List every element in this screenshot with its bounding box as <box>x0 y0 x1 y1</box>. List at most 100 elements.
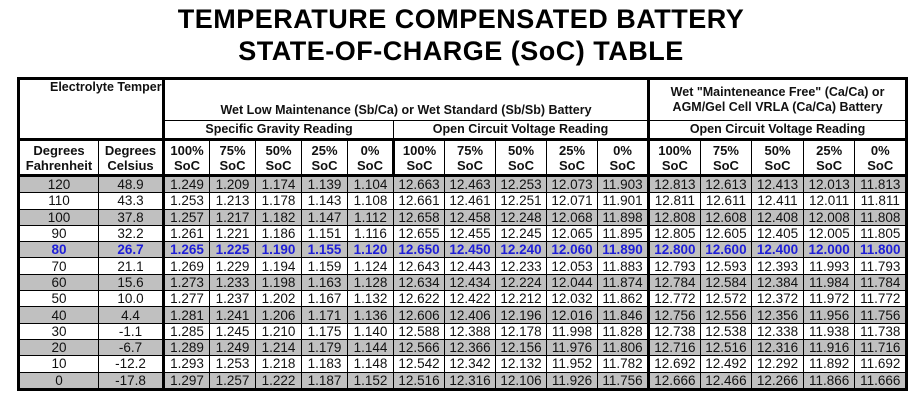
voltage-cell: 12.666 <box>647 371 701 390</box>
specific-gravity-cell: 1.222 <box>255 371 302 390</box>
voltage-cell: 12.413 <box>751 174 804 194</box>
voltage-cell: 12.808 <box>647 208 701 226</box>
voltage-cell: 11.738 <box>854 322 908 340</box>
voltage-cell: 12.813 <box>647 174 701 194</box>
specific-gravity-cell: 1.233 <box>209 273 256 292</box>
voltage-cell: 12.643 <box>393 257 445 275</box>
soc-suffix-label: SoC <box>219 157 246 173</box>
soc-suffix-label: SoC <box>174 157 200 173</box>
fahrenheit-cell: 100 <box>18 208 99 226</box>
soc-level-label: 25% <box>311 142 338 158</box>
voltage-cell: 12.584 <box>699 273 753 292</box>
title-line-1: TEMPERATURE COMPENSATED BATTERY <box>177 4 745 34</box>
soc-column-header: 75% SoC <box>699 139 753 177</box>
celsius-cell: 32.2 <box>98 224 164 243</box>
voltage-cell: 12.342 <box>444 355 496 373</box>
voltage-cell: 12.316 <box>444 371 496 390</box>
fahrenheit-cell: 0 <box>18 371 99 390</box>
voltage-cell: 12.600 <box>699 241 753 259</box>
specific-gravity-cell: 1.147 <box>301 208 348 226</box>
voltage-cell: 12.542 <box>393 355 445 373</box>
voltage-cell: 11.890 <box>596 241 650 259</box>
soc-column-header: 25% SoC <box>301 139 348 177</box>
voltage-cell: 12.516 <box>699 338 753 357</box>
specific-gravity-cell: 1.237 <box>209 290 256 308</box>
specific-gravity-cell: 1.285 <box>162 322 210 340</box>
voltage-cell: 12.422 <box>444 290 496 308</box>
voltage-cell: 12.655 <box>393 224 445 243</box>
specific-gravity-cell: 1.293 <box>162 355 210 373</box>
voltage-cell: 12.408 <box>751 208 804 226</box>
voltage-cell: 12.106 <box>495 371 547 390</box>
voltage-cell: 12.516 <box>393 371 445 390</box>
voltage-cell: 12.393 <box>751 257 804 275</box>
soc-level-label: 100% <box>402 142 437 158</box>
specific-gravity-cell: 1.269 <box>162 257 210 275</box>
voltage-cell: 12.658 <box>393 208 445 226</box>
celsius-header-line-2: Celsius <box>107 157 154 173</box>
voltage-cell: 11.926 <box>546 371 598 390</box>
specific-gravity-cell: 1.257 <box>209 371 256 390</box>
table-row: 0 -17.8 1.297 1.257 1.222 1.187 1.152 12.516 12.… <box>18 371 908 390</box>
specific-gravity-header: Specific Gravity Reading <box>162 120 394 140</box>
voltage-cell: 11.756 <box>854 306 908 324</box>
celsius-cell: -17.8 <box>98 371 164 390</box>
specific-gravity-cell: 1.229 <box>209 257 256 275</box>
soc-suffix-label: SoC <box>357 157 383 173</box>
voltage-cell: 12.461 <box>444 192 496 210</box>
voltage-cell: 12.556 <box>699 306 753 324</box>
specific-gravity-cell: 1.148 <box>347 355 394 373</box>
fahrenheit-cell: 90 <box>18 224 99 243</box>
fahrenheit-header-line-2: Fahrenheit <box>25 157 93 173</box>
voltage-cell: 12.400 <box>751 241 804 259</box>
table-row: 70 21.1 1.269 1.229 1.194 1.159 1.124 12.643 12.… <box>18 257 908 275</box>
voltage-cell: 11.901 <box>596 192 650 210</box>
voltage-cell: 12.756 <box>647 306 701 324</box>
voltage-cell: 11.976 <box>546 338 598 357</box>
specific-gravity-cell: 1.273 <box>162 273 210 292</box>
voltage-cell: 11.998 <box>546 322 598 340</box>
voltage-cell: 11.782 <box>596 355 650 373</box>
voltage-cell: 12.224 <box>495 273 547 292</box>
voltage-cell: 12.248 <box>495 208 547 226</box>
voltage-cell: 12.458 <box>444 208 496 226</box>
voltage-cell: 12.068 <box>546 208 598 226</box>
soc-level-label: 25% <box>816 142 843 158</box>
specific-gravity-cell: 1.136 <box>347 306 394 324</box>
specific-gravity-cell: 1.183 <box>301 355 348 373</box>
mf-header-line-2: AGM/Gel Cell VRLA (Ca/Ca) Battery <box>672 100 883 114</box>
specific-gravity-cell: 1.209 <box>209 174 256 194</box>
celsius-cell: -12.2 <box>98 355 164 373</box>
soc-suffix-label: SoC <box>265 157 292 173</box>
specific-gravity-cell: 1.202 <box>255 290 302 308</box>
soc-level-label: 100% <box>170 142 204 158</box>
voltage-cell: 12.156 <box>495 338 547 357</box>
table-row: 60 15.6 1.273 1.233 1.198 1.163 1.128 12.634 12.… <box>18 273 908 292</box>
table-row: 50 10.0 1.277 1.237 1.202 1.167 1.132 12.622 12.… <box>18 290 908 308</box>
voltage-cell: 12.622 <box>393 290 445 308</box>
voltage-cell: 11.862 <box>596 290 650 308</box>
voltage-cell: 11.756 <box>596 371 650 390</box>
specific-gravity-cell: 1.120 <box>347 241 394 259</box>
specific-gravity-cell: 1.167 <box>301 290 348 308</box>
voltage-cell: 11.805 <box>854 224 908 243</box>
celsius-cell: 43.3 <box>98 192 164 210</box>
electrolyte-temperature-header: Electrolyte Temperature <box>18 78 164 140</box>
specific-gravity-cell: 1.104 <box>347 174 394 194</box>
soc-column-header: 100% SoC <box>392 139 445 177</box>
soc-suffix-label: SoC <box>867 157 894 173</box>
soc-column-header: 25% SoC <box>546 139 598 177</box>
specific-gravity-cell: 1.198 <box>255 273 302 292</box>
voltage-cell: 12.388 <box>444 322 496 340</box>
voltage-cell: 12.071 <box>546 192 598 210</box>
specific-gravity-cell: 1.155 <box>301 241 348 259</box>
voltage-cell: 12.060 <box>546 241 598 259</box>
voltage-cell: 12.650 <box>393 241 445 259</box>
soc-suffix-label: SoC <box>508 157 534 173</box>
voltage-cell: 12.572 <box>699 290 753 308</box>
table-row: 20 -6.7 1.289 1.249 1.214 1.179 1.144 12.566 12.… <box>18 338 908 357</box>
voltage-cell: 12.450 <box>444 241 496 259</box>
voltage-cell: 12.032 <box>546 290 598 308</box>
table-row: 110 43.3 1.253 1.213 1.178 1.143 1.108 12.661 12… <box>18 192 908 210</box>
voltage-cell: 12.008 <box>802 208 856 226</box>
